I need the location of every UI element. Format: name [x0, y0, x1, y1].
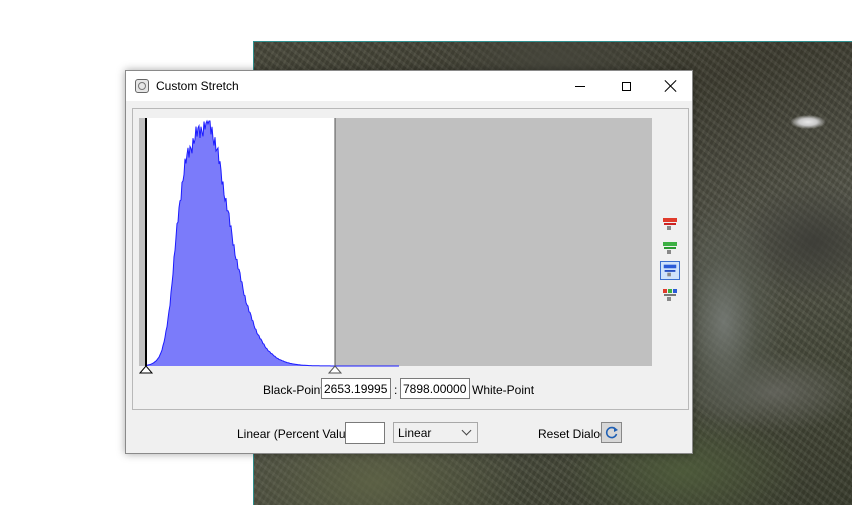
- reset-dialog-label: Reset Dialog: [538, 427, 607, 441]
- app-icon: [135, 79, 149, 93]
- minimize-icon: [575, 85, 585, 87]
- refresh-icon: [605, 426, 618, 439]
- percent-value-field[interactable]: [345, 422, 385, 444]
- black-point-field[interactable]: 2653.19995: [321, 378, 391, 399]
- histogram-fill: [146, 121, 399, 366]
- reset-dialog-button[interactable]: [601, 422, 622, 443]
- maximize-icon: [621, 81, 631, 91]
- histogram-group: [132, 108, 689, 410]
- custom-stretch-dialog: Custom Stretch Black-Point 2653.19995 : …: [125, 70, 693, 454]
- histogram-plot[interactable]: [139, 118, 652, 374]
- chevron-down-icon: [461, 425, 472, 436]
- range-separator: :: [394, 383, 398, 397]
- black-point-label: Black-Point: [263, 383, 324, 397]
- close-button[interactable]: [648, 71, 694, 101]
- title-bar[interactable]: Custom Stretch: [126, 71, 692, 101]
- white-point-label: White-Point: [472, 383, 535, 397]
- all-bands-histogram-icon[interactable]: [661, 287, 679, 303]
- white-point-handle[interactable]: [327, 365, 343, 374]
- stretch-type-dropdown[interactable]: Linear: [393, 422, 478, 443]
- maximize-button[interactable]: [603, 71, 649, 101]
- blue-band-histogram-icon[interactable]: [660, 261, 680, 280]
- black-point-handle[interactable]: [139, 365, 154, 374]
- green-band-histogram-icon[interactable]: [661, 240, 679, 256]
- histogram-outline: [145, 119, 399, 367]
- red-band-histogram-icon[interactable]: [661, 216, 679, 232]
- percent-value-label: Linear (Percent Value): [237, 427, 357, 441]
- minimize-button[interactable]: [557, 71, 603, 101]
- window-title: Custom Stretch: [156, 79, 239, 93]
- stretch-type-value: Linear: [398, 426, 432, 440]
- white-point-field[interactable]: 7898.00000: [400, 378, 470, 399]
- close-icon: [665, 80, 677, 92]
